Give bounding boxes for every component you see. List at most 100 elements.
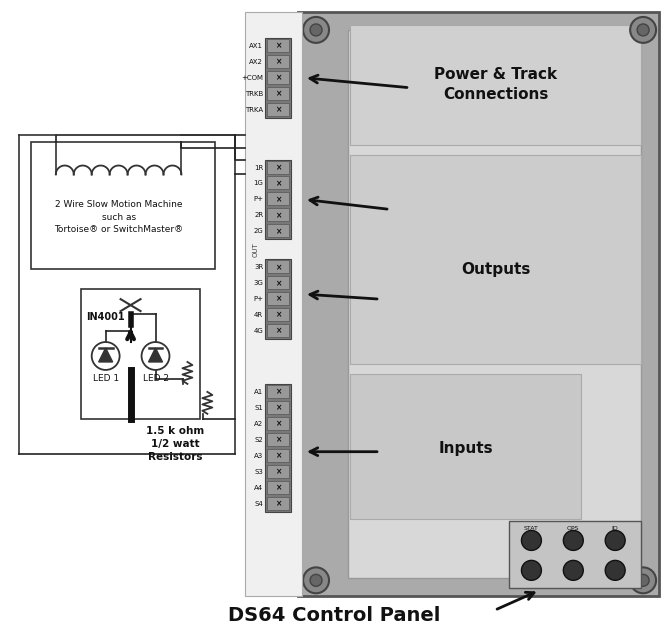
- Bar: [348, 30, 641, 578]
- Text: ×: ×: [275, 435, 281, 445]
- Bar: [298, 12, 659, 596]
- Bar: [267, 324, 289, 337]
- Bar: [81, 289, 200, 419]
- Text: ×: ×: [275, 499, 281, 508]
- Bar: [31, 142, 215, 269]
- Text: ×: ×: [275, 419, 281, 428]
- Circle shape: [303, 567, 329, 593]
- Text: ×: ×: [275, 483, 281, 492]
- Text: S1: S1: [255, 405, 263, 411]
- Text: LED 1: LED 1: [93, 374, 119, 383]
- Text: 1G: 1G: [253, 181, 263, 186]
- Circle shape: [563, 530, 583, 551]
- Circle shape: [630, 567, 656, 593]
- Bar: [267, 401, 289, 414]
- Text: ×: ×: [275, 105, 281, 114]
- Text: TRKA: TRKA: [245, 107, 263, 113]
- Text: ×: ×: [275, 387, 281, 396]
- Bar: [267, 465, 289, 478]
- Text: ×: ×: [275, 195, 281, 204]
- Circle shape: [605, 561, 625, 581]
- Text: ×: ×: [275, 89, 281, 98]
- Text: P+: P+: [253, 196, 263, 203]
- Text: IN4001: IN4001: [86, 312, 124, 322]
- Text: 2R: 2R: [254, 213, 263, 218]
- Text: A4: A4: [254, 485, 263, 490]
- Text: P+: P+: [253, 296, 263, 302]
- Bar: [267, 497, 289, 510]
- Text: ×: ×: [275, 163, 281, 172]
- Bar: [267, 260, 289, 273]
- Text: +COM: +COM: [241, 75, 263, 81]
- Text: OPS: OPS: [567, 526, 580, 531]
- Text: Power & Track
Connections: Power & Track Connections: [434, 67, 557, 102]
- Bar: [267, 433, 289, 446]
- Polygon shape: [99, 348, 113, 362]
- Bar: [265, 384, 291, 512]
- Circle shape: [605, 530, 625, 551]
- Bar: [267, 87, 289, 100]
- Text: 3G: 3G: [253, 280, 263, 286]
- Text: ×: ×: [275, 211, 281, 220]
- Bar: [265, 38, 291, 118]
- Text: Inputs: Inputs: [438, 441, 493, 456]
- Bar: [350, 374, 581, 519]
- Bar: [267, 103, 289, 115]
- Text: 4G: 4G: [253, 328, 263, 334]
- Text: AX1: AX1: [249, 43, 263, 49]
- Bar: [267, 277, 289, 289]
- Circle shape: [630, 17, 656, 43]
- Text: 3R: 3R: [254, 264, 263, 270]
- Text: ×: ×: [275, 451, 281, 460]
- Circle shape: [637, 24, 649, 36]
- Bar: [267, 224, 289, 237]
- Bar: [267, 55, 289, 68]
- Circle shape: [303, 17, 329, 43]
- Bar: [265, 159, 291, 240]
- Text: ×: ×: [275, 41, 281, 50]
- Text: AX2: AX2: [249, 59, 263, 65]
- Circle shape: [310, 574, 322, 586]
- Text: DS64 Control Panel: DS64 Control Panel: [228, 606, 440, 624]
- Text: 2 Wire Slow Motion Machine
such as
Tortoise® or SwitchMaster®: 2 Wire Slow Motion Machine such as Torto…: [54, 201, 183, 234]
- Text: 4R: 4R: [254, 312, 263, 318]
- Bar: [245, 12, 302, 596]
- Text: A2: A2: [254, 421, 263, 427]
- Text: 1.5 k ohm
1/2 watt
Resistors: 1.5 k ohm 1/2 watt Resistors: [146, 426, 204, 462]
- Circle shape: [563, 561, 583, 581]
- Circle shape: [637, 574, 649, 586]
- Bar: [267, 71, 289, 84]
- Text: A1: A1: [254, 389, 263, 395]
- Polygon shape: [148, 348, 162, 362]
- Text: ID: ID: [612, 526, 619, 531]
- Bar: [267, 417, 289, 429]
- Bar: [267, 308, 289, 321]
- Bar: [267, 292, 289, 305]
- Bar: [267, 161, 289, 174]
- Text: 1R: 1R: [254, 164, 263, 171]
- Bar: [267, 192, 289, 206]
- Text: Outputs: Outputs: [461, 261, 530, 277]
- Text: S3: S3: [255, 468, 263, 475]
- Text: STAT: STAT: [524, 526, 539, 531]
- Text: TRKB: TRKB: [245, 91, 263, 97]
- Text: ×: ×: [275, 295, 281, 303]
- Bar: [267, 39, 289, 52]
- Circle shape: [522, 561, 541, 581]
- Bar: [267, 208, 289, 221]
- Text: A3: A3: [254, 453, 263, 459]
- Bar: [267, 385, 289, 398]
- Bar: [267, 481, 289, 493]
- Text: ×: ×: [275, 327, 281, 335]
- Text: ×: ×: [275, 73, 281, 82]
- Text: ×: ×: [275, 310, 281, 320]
- Text: ×: ×: [275, 263, 281, 271]
- Bar: [267, 449, 289, 461]
- Text: 2G: 2G: [253, 228, 263, 234]
- Text: S2: S2: [255, 437, 263, 443]
- Circle shape: [310, 24, 322, 36]
- Text: ×: ×: [275, 467, 281, 476]
- Bar: [510, 520, 641, 588]
- Text: ×: ×: [275, 403, 281, 413]
- Text: ×: ×: [275, 179, 281, 188]
